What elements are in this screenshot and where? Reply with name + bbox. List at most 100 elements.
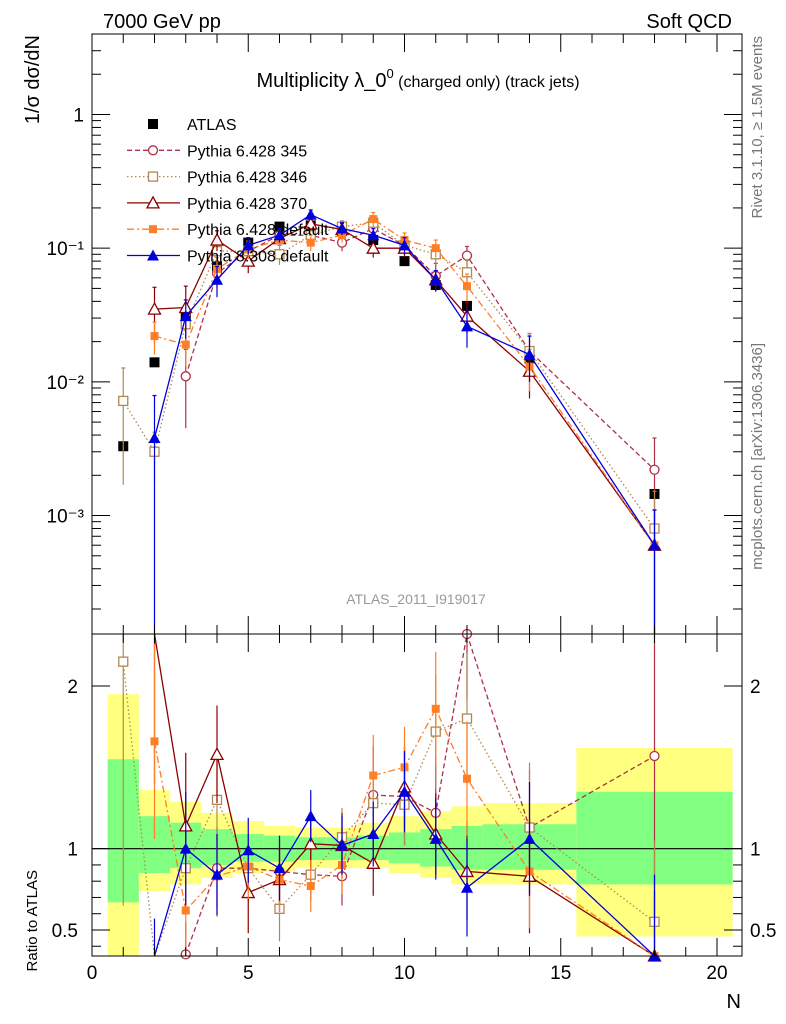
main-point-5-9 — [429, 273, 442, 285]
ratio-xtick-label-1: 5 — [243, 963, 254, 984]
main-series-5 — [148, 208, 661, 634]
main-point-5-2 — [211, 273, 223, 285]
main-series-1 — [180, 222, 660, 546]
ratio-ytick-label-left-2: 2 — [67, 677, 78, 698]
ratio-point-3-7 — [369, 771, 378, 780]
header-energy: 7000 GeV pp — [103, 11, 221, 33]
legend-marker-4 — [149, 225, 157, 234]
main-point-3-5 — [303, 216, 318, 230]
main-point-4-7 — [369, 215, 378, 224]
ratio-ytick-label-right-1: 1 — [750, 840, 761, 861]
ratio-point-3-5 — [306, 882, 315, 891]
main-point-0-9 — [399, 256, 410, 267]
main-point-4-10 — [463, 282, 471, 291]
main-ytick-label-0: 10⁻³ — [47, 507, 85, 528]
main-point-3-2 — [209, 232, 225, 246]
ratio-point-4-10 — [461, 881, 473, 893]
legend-label-1: Pythia 6.428 345 — [187, 143, 307, 160]
main-line-1 — [185, 227, 655, 471]
ratio-point-4-1 — [179, 842, 192, 854]
ratio-point-1-11 — [461, 713, 473, 724]
main-series-4 — [150, 211, 659, 634]
legend-marker-1 — [147, 145, 159, 156]
plot-title: Multiplicity λ_00 (charged only) (track … — [256, 66, 579, 92]
rivet-label: Rivet 3.1.10, ≥ 1.5M events — [749, 36, 766, 219]
main-point-4-1 — [181, 340, 190, 349]
main-point-4-9 — [431, 244, 440, 253]
ratio-point-4-4 — [273, 862, 286, 874]
main-point-0-1 — [149, 357, 160, 368]
main-point-5-3 — [242, 239, 255, 251]
main-point-5-8 — [398, 239, 411, 251]
main-point-5-10 — [461, 320, 473, 332]
ratio-point-3-1 — [181, 906, 190, 915]
main-point-2-5 — [274, 249, 285, 260]
plot-title-sub: (charged only) (track jets) — [394, 74, 580, 91]
main-point-4-0 — [150, 332, 159, 341]
main-point-5-4 — [273, 229, 286, 241]
legend-label-5: Pythia 8.308 default — [187, 249, 329, 266]
legend-marker-0 — [148, 119, 158, 129]
ratio-point-4-11 — [523, 832, 536, 844]
legend-label-0: ATLAS — [187, 117, 237, 134]
ratio-point-4-8 — [398, 785, 411, 797]
main-point-3-0 — [147, 301, 162, 315]
main-panel-series — [118, 208, 662, 634]
main-point-3-7 — [366, 240, 381, 254]
main-series-3 — [147, 216, 662, 634]
ratio-line-1 — [122, 661, 655, 957]
ratio-xtick-label-3: 15 — [550, 963, 571, 984]
main-point-5-0 — [148, 432, 161, 444]
ratio-ytick-label-right-0: 0.5 — [750, 921, 776, 942]
main-point-5-1 — [179, 310, 192, 322]
main-ytick-label-1: 10⁻² — [47, 373, 85, 394]
main-point-5-11 — [523, 348, 536, 360]
y-axis-title-ratio: Ratio to ATLAS — [24, 870, 41, 971]
ratio-ytick-label-left-1: 1 — [67, 840, 78, 861]
main-point-1-9 — [461, 250, 473, 261]
ratio-ytick-label-left-0: 0.5 — [52, 921, 78, 942]
ratio-point-3-10 — [463, 774, 471, 783]
ratio-point-3-9 — [431, 704, 440, 713]
header-category: Soft QCD — [646, 11, 732, 33]
main-point-5-12 — [648, 539, 661, 551]
band-inner-12 — [482, 824, 514, 870]
panel-frames — [91, 33, 743, 957]
legend-label-3: Pythia 6.428 370 — [187, 196, 307, 213]
legend-label-4: Pythia 6.428 default — [187, 222, 329, 239]
ratio-point-2-2 — [209, 746, 225, 760]
ratio-xtick-label-2: 10 — [394, 963, 415, 984]
ratio-point-4-3 — [242, 844, 255, 856]
main-ytick-label-3: 1 — [73, 105, 84, 126]
y-axis-title-main: 1/σ dσ/dN — [22, 35, 44, 124]
main-point-5-7 — [367, 229, 380, 241]
legend-marker-5 — [147, 249, 159, 261]
band-inner-13 — [513, 824, 577, 870]
ratio-point-3-0 — [150, 737, 159, 746]
plot-title-main: Multiplicity λ_0 — [256, 70, 386, 92]
ratio-point-2-5 — [303, 836, 318, 850]
ratio-xtick-label-4: 20 — [706, 963, 727, 984]
ratio-point-4-2 — [211, 868, 223, 880]
ratio-point-4-5 — [304, 810, 317, 822]
main-line-2 — [122, 222, 656, 529]
main-point-1-11 — [649, 464, 660, 475]
main-point-3-3 — [241, 253, 256, 267]
legend-label-2: Pythia 6.428 346 — [187, 170, 307, 187]
ratio-xtick-label-0: 0 — [87, 963, 98, 984]
ratio-point-4-7 — [367, 828, 380, 840]
ratio-line-0 — [185, 633, 655, 955]
legend-marker-3 — [145, 195, 161, 209]
main-point-4-5 — [306, 238, 315, 247]
legend-marker-2 — [147, 171, 159, 182]
ratio-point-4-9 — [429, 832, 442, 844]
ratio-panel-series — [118, 628, 662, 962]
ratio-frame — [91, 633, 743, 957]
main-point-0-5 — [274, 221, 285, 232]
main-point-5-5 — [304, 208, 317, 220]
main-line-4 — [154, 218, 656, 546]
ratio-point-4-6 — [336, 839, 348, 851]
ratio-ytick-label-right-2: 2 — [750, 677, 761, 698]
legend: ATLAS Pythia 6.428 345 Pythia 6.428 346 Pyt… — [127, 117, 329, 266]
